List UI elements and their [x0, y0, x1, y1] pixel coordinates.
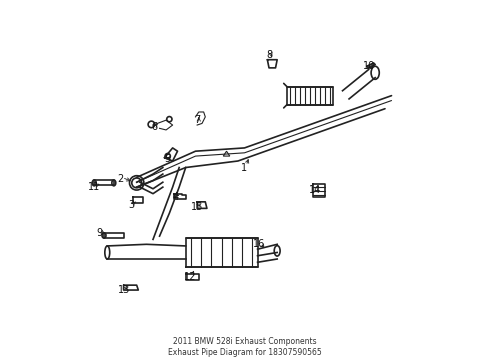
Polygon shape [104, 233, 123, 238]
Polygon shape [94, 180, 114, 185]
Text: 6: 6 [151, 122, 158, 132]
Text: 2: 2 [117, 174, 123, 184]
Polygon shape [267, 60, 277, 68]
Text: 4: 4 [172, 192, 179, 202]
Text: 2011 BMW 528i Exhaust Components
Exhaust Pipe Diagram for 18307590565: 2011 BMW 528i Exhaust Components Exhaust… [167, 337, 321, 357]
Text: 11: 11 [88, 182, 100, 192]
Polygon shape [197, 202, 206, 208]
Polygon shape [366, 63, 374, 68]
Text: 8: 8 [265, 50, 271, 60]
Text: 14: 14 [308, 185, 320, 195]
Text: 12: 12 [184, 272, 196, 282]
Polygon shape [286, 87, 332, 105]
Text: 1: 1 [241, 162, 247, 172]
Text: 13: 13 [117, 285, 129, 295]
Polygon shape [185, 238, 257, 267]
Text: 7: 7 [194, 115, 200, 125]
Polygon shape [164, 148, 177, 161]
Polygon shape [133, 197, 143, 203]
Text: 16: 16 [253, 239, 265, 249]
Text: 3: 3 [128, 200, 135, 210]
Polygon shape [174, 194, 185, 199]
Text: 5: 5 [164, 154, 170, 165]
Polygon shape [123, 285, 138, 290]
Text: 15: 15 [190, 202, 203, 212]
Polygon shape [312, 184, 324, 197]
Text: 10: 10 [362, 61, 374, 71]
Text: 9: 9 [96, 228, 102, 238]
Polygon shape [185, 274, 198, 280]
